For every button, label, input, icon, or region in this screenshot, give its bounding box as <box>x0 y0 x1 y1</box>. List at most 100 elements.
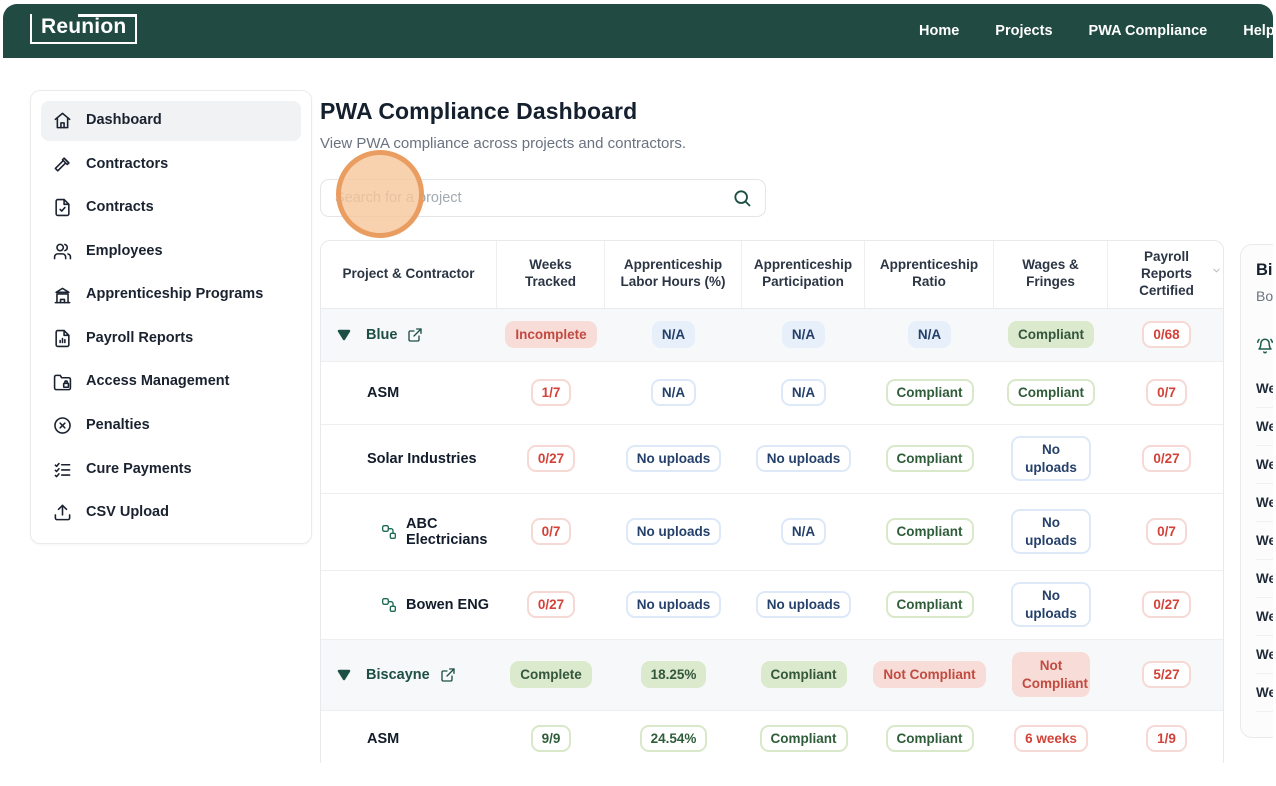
table-cell: 18.25% <box>605 640 742 710</box>
column-header-7[interactable]: Payroll Reports Certified <box>1108 241 1223 308</box>
column-header-label: Apprenticeship Ratio <box>879 257 979 290</box>
sidebar-item-cure-payments[interactable]: Cure Payments <box>41 450 301 490</box>
sidebar-item-contractors[interactable]: Contractors <box>41 145 301 185</box>
contractor-name: ASM <box>367 730 400 747</box>
status-badge: 1/9 <box>1146 724 1187 753</box>
table-cell: 6 weeks <box>994 711 1108 763</box>
project-contractor-cell: ASM <box>321 711 497 763</box>
reunion-logo[interactable]: Reunion <box>30 14 138 44</box>
project-contractor-cell: ASM <box>321 362 497 424</box>
bell-icon[interactable] <box>1256 337 1273 355</box>
column-header-label: Wages & Fringes <box>1022 257 1079 290</box>
status-badge: No uploads <box>625 590 722 619</box>
sidebar-item-employees[interactable]: Employees <box>41 232 301 272</box>
status-badge: 0/27 <box>1142 590 1191 619</box>
column-header-label: Weeks Tracked <box>524 257 577 290</box>
external-link-icon[interactable] <box>407 327 423 343</box>
panel-week-item[interactable]: Wee <box>1256 598 1273 636</box>
table-cell: 0/7 <box>1108 494 1223 570</box>
panel-title: Bis <box>1256 261 1273 279</box>
project-name-link[interactable]: Biscayne <box>366 666 430 683</box>
checklist-icon <box>53 460 72 479</box>
status-badge: 6 weeks <box>1014 724 1088 753</box>
nav-item-projects[interactable]: Projects <box>995 23 1053 39</box>
status-badge: No uploads <box>1011 582 1091 628</box>
status-badge: 1/7 <box>530 378 572 407</box>
nav-item-pwa-compliance[interactable]: PWA Compliance <box>1088 23 1208 39</box>
sidebar-item-penalties[interactable]: Penalties <box>41 406 301 446</box>
panel-week-item[interactable]: Wee <box>1256 484 1273 522</box>
sidebar-item-label: Cure Payments <box>86 460 192 477</box>
status-badge: No uploads <box>625 444 722 473</box>
sidebar-item-label: Access Management <box>86 373 230 390</box>
panel-week-item[interactable]: Wee <box>1256 560 1273 598</box>
column-header-3[interactable]: Apprenticeship Labor Hours (%) <box>605 241 742 308</box>
table-cell: No uploads <box>605 571 742 639</box>
expand-icon[interactable] <box>337 329 351 341</box>
table-cell: Compliant <box>865 711 994 763</box>
nav-item-home[interactable]: Home <box>919 23 960 39</box>
search-input[interactable] <box>320 179 766 217</box>
table-cell: No uploads <box>994 571 1108 639</box>
status-badge: Not Compliant <box>1012 652 1090 698</box>
panel-week-item[interactable]: Wee <box>1256 370 1273 408</box>
contractor-name: Bowen ENG <box>406 596 489 613</box>
panel-week-item[interactable]: Wee <box>1256 522 1273 560</box>
table-cell: Compliant <box>865 494 994 570</box>
search-icon[interactable] <box>732 188 752 208</box>
page-subtitle: View PWA compliance across projects and … <box>320 135 686 152</box>
sidebar-item-contracts[interactable]: Contracts <box>41 188 301 228</box>
column-header-label: Apprenticeship Participation <box>753 257 853 290</box>
sidebar-item-access-management[interactable]: Access Management <box>41 362 301 402</box>
column-header-1[interactable]: Project & Contractor <box>321 241 497 308</box>
table-body: Blue Incomplete N/A N/A N/A Compliant 0/68 ASM 1… <box>321 308 1223 763</box>
status-badge: Compliant <box>885 444 974 473</box>
column-header-label: Project & Contractor <box>342 265 475 281</box>
status-badge: Incomplete <box>505 320 597 349</box>
external-link-icon[interactable] <box>440 667 456 683</box>
table-cell: N/A <box>742 362 865 424</box>
column-header-4[interactable]: Apprenticeship Participation <box>742 241 865 308</box>
status-badge: Compliant <box>760 660 847 689</box>
app-window: Reunion Home Projects PWA Compliance Help C… <box>3 4 1273 763</box>
panel-week-item[interactable]: Wee <box>1256 408 1273 446</box>
contractor-name: ABC Electricians <box>406 515 488 548</box>
status-badge: 0/7 <box>1146 378 1187 407</box>
status-badge: N/A <box>780 517 827 546</box>
table-cell: No uploads <box>742 425 865 493</box>
sidebar-item-payroll-reports[interactable]: Payroll Reports <box>41 319 301 359</box>
project-contractor-cell: Bowen ENG <box>321 571 497 639</box>
sidebar-item-dashboard[interactable]: Dashboard <box>41 101 301 141</box>
folder-lock-icon <box>53 373 72 392</box>
panel-week-item[interactable]: Wee <box>1256 446 1273 484</box>
status-badge: N/A <box>781 320 826 349</box>
sidebar-item-label: Contracts <box>86 199 154 216</box>
status-badge: 0/27 <box>1142 444 1191 473</box>
home-icon <box>53 111 72 130</box>
table-cell: 24.54% <box>605 711 742 763</box>
sidebar-item-csv-upload[interactable]: CSV Upload <box>41 493 301 533</box>
compliance-table: Project & Contractor Weeks Tracked Apprent… <box>320 240 1224 763</box>
table-cell: Compliant <box>742 640 865 710</box>
table-cell: No uploads <box>605 494 742 570</box>
table-cell: No uploads <box>605 425 742 493</box>
project-name-link[interactable]: Blue <box>366 326 398 343</box>
column-header-2[interactable]: Weeks Tracked <box>497 241 605 308</box>
panel-week-item[interactable]: Wee <box>1256 636 1273 674</box>
panel-week-item[interactable]: Wee <box>1256 674 1273 712</box>
column-header-5[interactable]: Apprenticeship Ratio <box>865 241 994 308</box>
column-header-6[interactable]: Wages & Fringes <box>994 241 1108 308</box>
sort-chevron-icon[interactable] <box>1211 265 1222 276</box>
nav-item-help[interactable]: Help C <box>1243 23 1273 39</box>
table-row: ASM 1/7 N/A N/A Compliant Compliant 0/7 <box>321 360 1223 424</box>
table-cell: No uploads <box>742 571 865 639</box>
status-badge: Compliant <box>1007 378 1095 407</box>
table-cell: N/A <box>865 309 994 361</box>
status-badge: 24.54% <box>639 724 708 753</box>
table-cell: Not Compliant <box>994 640 1108 710</box>
status-badge: 0/68 <box>1142 320 1191 349</box>
expand-icon[interactable] <box>337 669 351 681</box>
sidebar-item-apprenticeship-programs[interactable]: Apprenticeship Programs <box>41 275 301 315</box>
table-cell: 1/9 <box>1108 711 1223 763</box>
table-cell: N/A <box>742 494 865 570</box>
